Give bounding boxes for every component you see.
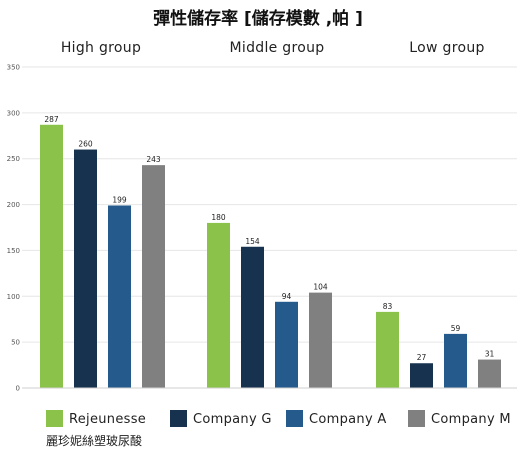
legend-label: Rejeunesse [69, 412, 146, 427]
data-label: 287 [44, 115, 59, 124]
data-label: 31 [485, 350, 495, 359]
data-label: 243 [146, 155, 161, 164]
group-labels: High group Middle group Low group [61, 40, 485, 56]
bars [40, 124, 501, 388]
bar-company-g-2 [410, 363, 433, 388]
group-label-0: High group [61, 40, 141, 56]
chart-title: 彈性儲存率 [儲存模數 ,帕 ] [153, 8, 363, 29]
bar-company-a-0 [108, 205, 131, 388]
data-label: 27 [417, 353, 427, 362]
y-tick-label: 150 [7, 247, 20, 255]
y-tick-label: 100 [7, 293, 20, 301]
bar-rejeunesse-1 [207, 222, 230, 388]
data-label: 59 [451, 324, 461, 333]
legend: Rejeunesse Company G Company A Company M [46, 410, 511, 427]
bar-company-m-0 [142, 165, 165, 388]
group-label-2: Low group [409, 40, 484, 56]
y-axis-ticks: 0 50 100 150 200 250 300 350 [7, 64, 20, 393]
y-tick-label: 0 [16, 385, 20, 393]
y-tick-label: 250 [7, 155, 20, 163]
bar-company-m-1 [309, 292, 332, 388]
gridlines [22, 66, 517, 343]
legend-swatch-company-g [170, 410, 187, 427]
y-tick-label: 50 [11, 339, 20, 347]
data-label: 154 [245, 237, 260, 246]
data-label: 260 [78, 140, 93, 149]
bar-rejeunesse-0 [40, 124, 63, 388]
y-tick-label: 200 [7, 201, 20, 209]
group-label-1: Middle group [230, 40, 325, 56]
data-label: 180 [211, 213, 226, 222]
y-tick-label: 350 [7, 64, 20, 72]
legend-swatch-company-a [286, 410, 303, 427]
legend-label: Company A [309, 412, 387, 427]
data-label: 83 [383, 302, 393, 311]
data-label: 104 [313, 283, 328, 292]
legend-swatch-company-m [408, 410, 425, 427]
bar-rejeunesse-2 [376, 311, 399, 388]
data-label: 199 [112, 195, 127, 204]
legend-label: Company M [431, 412, 511, 427]
legend-label: Company G [193, 412, 272, 427]
data-labels: 287 260 199 243 180 154 94 104 83 27 59 31 [44, 115, 494, 362]
legend-swatch-rejeunesse [46, 410, 63, 427]
bar-company-g-1 [241, 246, 264, 388]
data-label: 94 [282, 292, 292, 301]
bar-company-g-0 [74, 149, 97, 388]
bar-company-a-1 [275, 301, 298, 388]
bar-company-a-2 [444, 333, 467, 388]
bar-company-m-2 [478, 359, 501, 388]
y-tick-label: 300 [7, 109, 20, 117]
footnote: 麗珍妮絲塑玻尿酸 [46, 433, 142, 448]
